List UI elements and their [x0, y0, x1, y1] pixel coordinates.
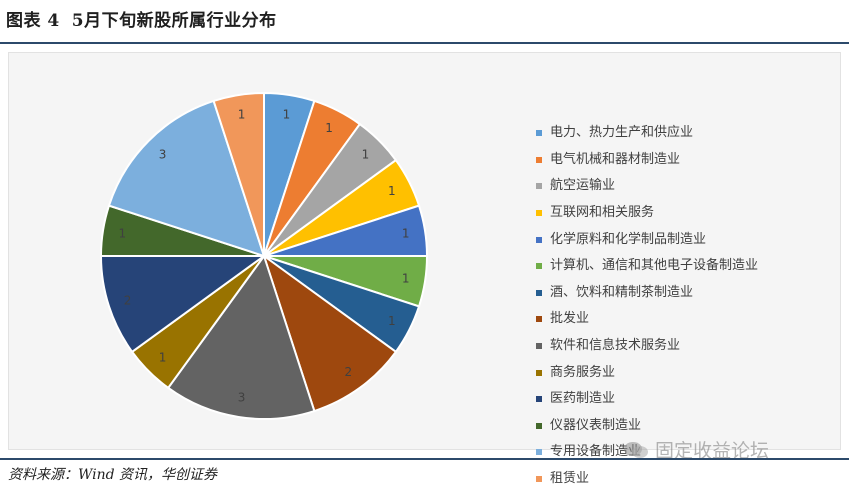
slice-data-label: 2: [124, 293, 132, 307]
legend-label: 酒、饮料和精制茶制造业: [550, 284, 694, 300]
legend-swatch: [536, 183, 542, 190]
slice-data-label: 1: [388, 314, 396, 328]
legend-item: 航空运输业: [536, 173, 758, 200]
chart-area: 1 1 1 1 1 1 1 2 3 1 2 1 3 1 电力、热力生产和供应业 电气机械和器材制造业 航空运输…: [8, 52, 841, 486]
slice-data-label: 2: [344, 365, 352, 379]
legend-item: 专用设备制造业: [536, 439, 758, 466]
legend-swatch: [536, 449, 542, 456]
legend-swatch: [536, 289, 542, 296]
watermark-text: 固定收益论坛: [655, 440, 770, 462]
pie-slice: [99, 255, 268, 354]
slice-data-label: 1: [238, 107, 246, 121]
figure-label: 图表 4: [6, 11, 60, 31]
slice-data-label: 1: [362, 148, 370, 162]
slice-data-label: 1: [119, 227, 127, 241]
slice-data-label: 1: [402, 227, 410, 241]
legend-swatch: [536, 369, 542, 376]
legend-label: 软件和信息技术服务业: [550, 338, 681, 354]
figure-title: 图表 4 5月下旬新股所属行业分布: [6, 6, 289, 31]
pie-slice: [262, 253, 398, 413]
legend-label: 商务服务业: [550, 364, 616, 380]
bottom-rule: [0, 458, 849, 460]
slice-data-label: 1: [402, 271, 410, 285]
legend-label: 租赁业: [550, 471, 590, 487]
legend-label: 电气机械和器材制造业: [550, 151, 681, 167]
slice-data-label: 1: [283, 107, 291, 121]
legend-item: 互联网和相关服务: [536, 200, 758, 227]
source-note: 资料来源：Wind 资讯，华创证券: [8, 467, 218, 483]
slice-data-label: 1: [325, 121, 333, 135]
chart-legend: 电力、热力生产和供应业 电气机械和器材制造业 航空运输业互联网和相关服务化学原料和化…: [536, 120, 758, 492]
chat-bubble-icon: [624, 441, 648, 458]
legend-swatch: [536, 476, 542, 483]
pie-slice: [212, 91, 265, 257]
legend-label: 电力、热力生产和供应业: [550, 125, 694, 141]
legend-label: 批发业: [550, 311, 590, 327]
slice-data-label: 1: [159, 350, 167, 364]
legend-item: 酒、饮料和精制茶制造业: [536, 280, 758, 307]
legend-label: 互联网和相关服务: [550, 205, 655, 221]
slice-data-label: 3: [238, 391, 246, 405]
legend-label: 医药制造业: [550, 391, 616, 407]
slice-data-label: 3: [159, 148, 167, 162]
legend-item: 仪器仪表制造业: [536, 413, 758, 440]
legend-item: 商务服务业: [536, 359, 758, 386]
legend-swatch: [536, 156, 542, 163]
legend-swatch: [536, 422, 542, 429]
legend-label: 仪器仪表制造业: [550, 417, 642, 433]
legend-label: 航空运输业: [550, 178, 616, 194]
legend-item: 化学原料和化学制品制造业: [536, 226, 758, 253]
legend-item: 计算机、通信和其他电子设备制造业: [536, 253, 758, 280]
legend-item: 批发业: [536, 306, 758, 333]
watermark: 固定收益论坛: [623, 436, 769, 463]
legend-item: 医药制造业: [536, 386, 758, 413]
legend-label: 化学原料和化学制品制造业: [550, 231, 707, 247]
legend-item: 租赁业: [536, 466, 758, 493]
legend-swatch: [536, 263, 542, 270]
legend-swatch: [536, 343, 542, 350]
pie-slice: [166, 253, 316, 420]
legend-item: 电力、热力生产和供应业: [536, 120, 758, 147]
slice-data-label: 1: [388, 184, 396, 198]
legend-swatch: [536, 236, 542, 243]
legend-swatch: [536, 130, 542, 137]
legend-item: 电气机械和器材制造业: [536, 147, 758, 174]
pie-chart: 1 1 1 1 1 1 1 2 3 1 2 1 3 1: [99, 91, 429, 420]
legend-label: 专用设备制造业: [550, 444, 642, 460]
figure-title-text: 5月下旬新股所属行业分布: [71, 11, 277, 31]
legend-item: 软件和信息技术服务业: [536, 333, 758, 360]
top-rule: [0, 42, 849, 44]
legend-swatch: [536, 210, 542, 217]
legend-label: 计算机、通信和其他电子设备制造业: [550, 258, 759, 274]
legend-swatch: [536, 316, 542, 323]
legend-swatch: [536, 396, 542, 403]
